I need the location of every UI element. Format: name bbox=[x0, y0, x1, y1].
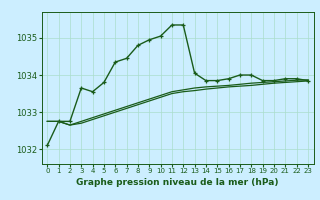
X-axis label: Graphe pression niveau de la mer (hPa): Graphe pression niveau de la mer (hPa) bbox=[76, 178, 279, 187]
